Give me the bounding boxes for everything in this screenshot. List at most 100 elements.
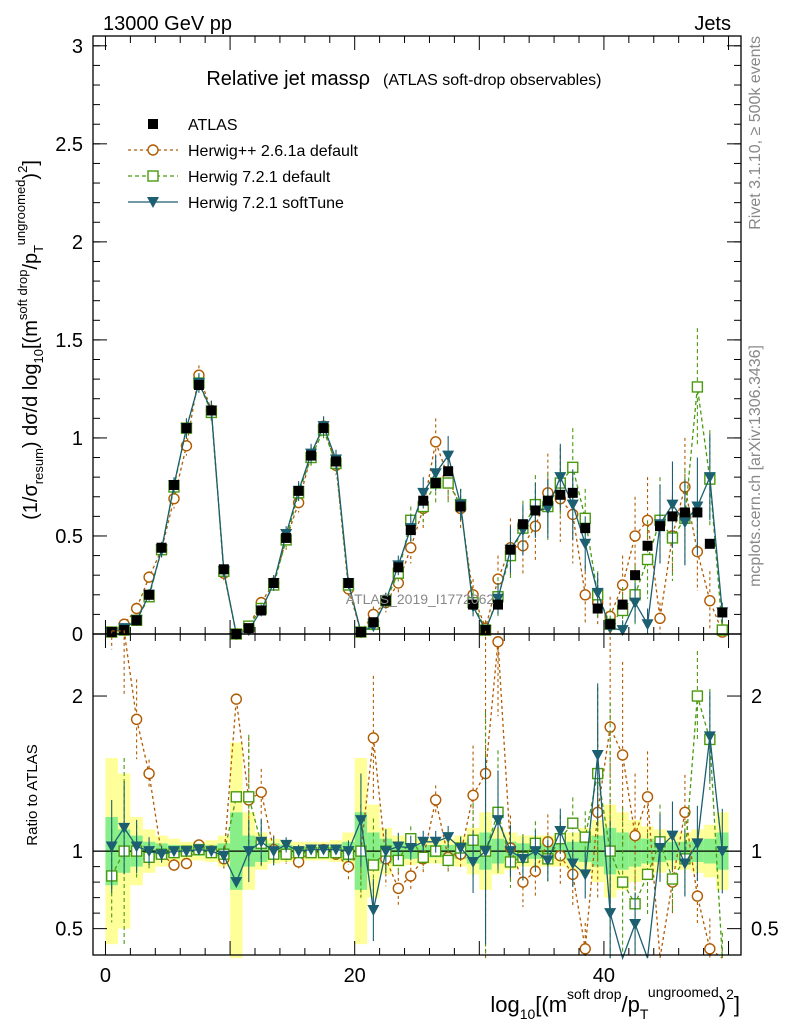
y-tick-label: 1.5 [55,330,83,352]
legend-marker [148,119,158,129]
ratio-point [454,843,467,854]
ratio-point [180,846,193,858]
legend-label: Herwig++ 2.6.1a default [188,143,358,160]
ratio-point [292,856,305,868]
data-point [193,379,204,390]
data-point [417,487,430,499]
ratio-point [429,794,442,806]
ratio-point [541,855,554,867]
data-point [530,505,541,516]
x-axis-label: log10[(msoft drop/pTungroomed)2] [490,984,740,1022]
data-point [293,485,304,496]
ratio-point [504,846,517,858]
ratio-point [217,850,230,862]
ratio-point [292,846,305,858]
ratio-point [367,859,380,871]
ratio-point [417,851,429,864]
mcplots-label: mcplots.cern.ch [arXiv:1306.3436] [747,345,764,587]
legend-marker [147,197,159,208]
x-tick-label: 20 [344,965,366,987]
data-point [629,530,641,542]
data-point [505,544,516,555]
data-point [555,489,566,500]
y-tick-label: 2.5 [55,134,83,156]
axes: 00.511.522.530.5 0.51 12 20 20 40 [55,35,779,987]
ratio-point [130,713,143,725]
ratio-frame [92,633,742,956]
data-point [630,570,641,581]
data-point [480,625,491,636]
main-curves [105,328,729,640]
data-point [691,381,704,393]
data-point [692,507,703,518]
data-point [393,562,404,573]
ratio-point [629,829,641,842]
legend-label: Herwig 7.2.1 default [188,169,331,186]
data-point [180,440,193,452]
data-point [318,423,329,434]
data-point [716,624,729,636]
ratio-point [267,846,280,858]
data-point [579,589,591,601]
data-point [654,612,666,625]
ratio-point [704,943,716,955]
ratio-point [305,844,318,856]
data-point [156,542,167,553]
ratio-point [579,943,591,955]
ratio-point [354,815,367,827]
ratio-point [679,806,691,819]
ratio-point [180,857,193,870]
data-point [717,607,728,618]
ratio-point [591,749,604,761]
ratio-point [616,749,629,761]
ratio-point [105,841,118,853]
data-point [493,599,503,610]
data-point [554,472,567,484]
ratio-point [678,858,691,870]
data-point [331,456,341,467]
svg-text:(1/σresum) dσ/d log10[(msoft d: (1/σresum) dσ/d log10[(msoft drop/pTungr… [13,160,46,520]
y-tick-label: 3 [72,36,83,58]
ratio-y-tick-label: 0.5 [55,919,83,941]
data-point [442,477,454,489]
header-energy: 13000 GeV pp [103,13,232,35]
data-point [119,625,130,636]
ratio-point [280,839,293,851]
ratio-point [429,836,442,848]
ratio-point [242,846,255,858]
analysis-watermark: ATLAS_2019_I1772062 [346,591,495,607]
data-point [181,423,192,434]
data-point [704,538,715,549]
data-point [418,495,429,506]
rivet-label: Rivet 3.1.10, ≥ 500k events [747,36,764,230]
ratio-point [342,846,355,858]
data-point [616,625,629,637]
data-point [343,578,354,589]
legend: ATLAS Herwig++ 2.6.1a default Herwig 7.2.1… [128,117,358,212]
ratio-y-tick-label: 1 [72,841,83,863]
data-point [455,501,466,512]
ratio-point [392,841,405,853]
ratio-point [379,846,392,858]
ratio-point [654,843,666,854]
data-point [704,594,716,607]
ratio-point [255,786,267,798]
ratio-point [405,870,417,882]
ratio-axis-label: Ratio to ATLAS [24,744,41,845]
ratio-point [205,846,218,858]
data-point [678,517,691,529]
data-point [566,499,579,511]
ratio-point [641,868,654,881]
data-point [429,468,442,480]
ratio-point [317,844,330,856]
ratio-point [554,825,567,837]
ratio-point [404,843,417,854]
ratio-point [703,731,716,743]
ratio-point [604,908,617,920]
data-point [641,619,654,631]
ratio-point [342,860,355,873]
ratio-point [330,844,342,856]
data-point [655,521,665,532]
ratio-y-tick-label-right: 0.5 [751,919,779,941]
